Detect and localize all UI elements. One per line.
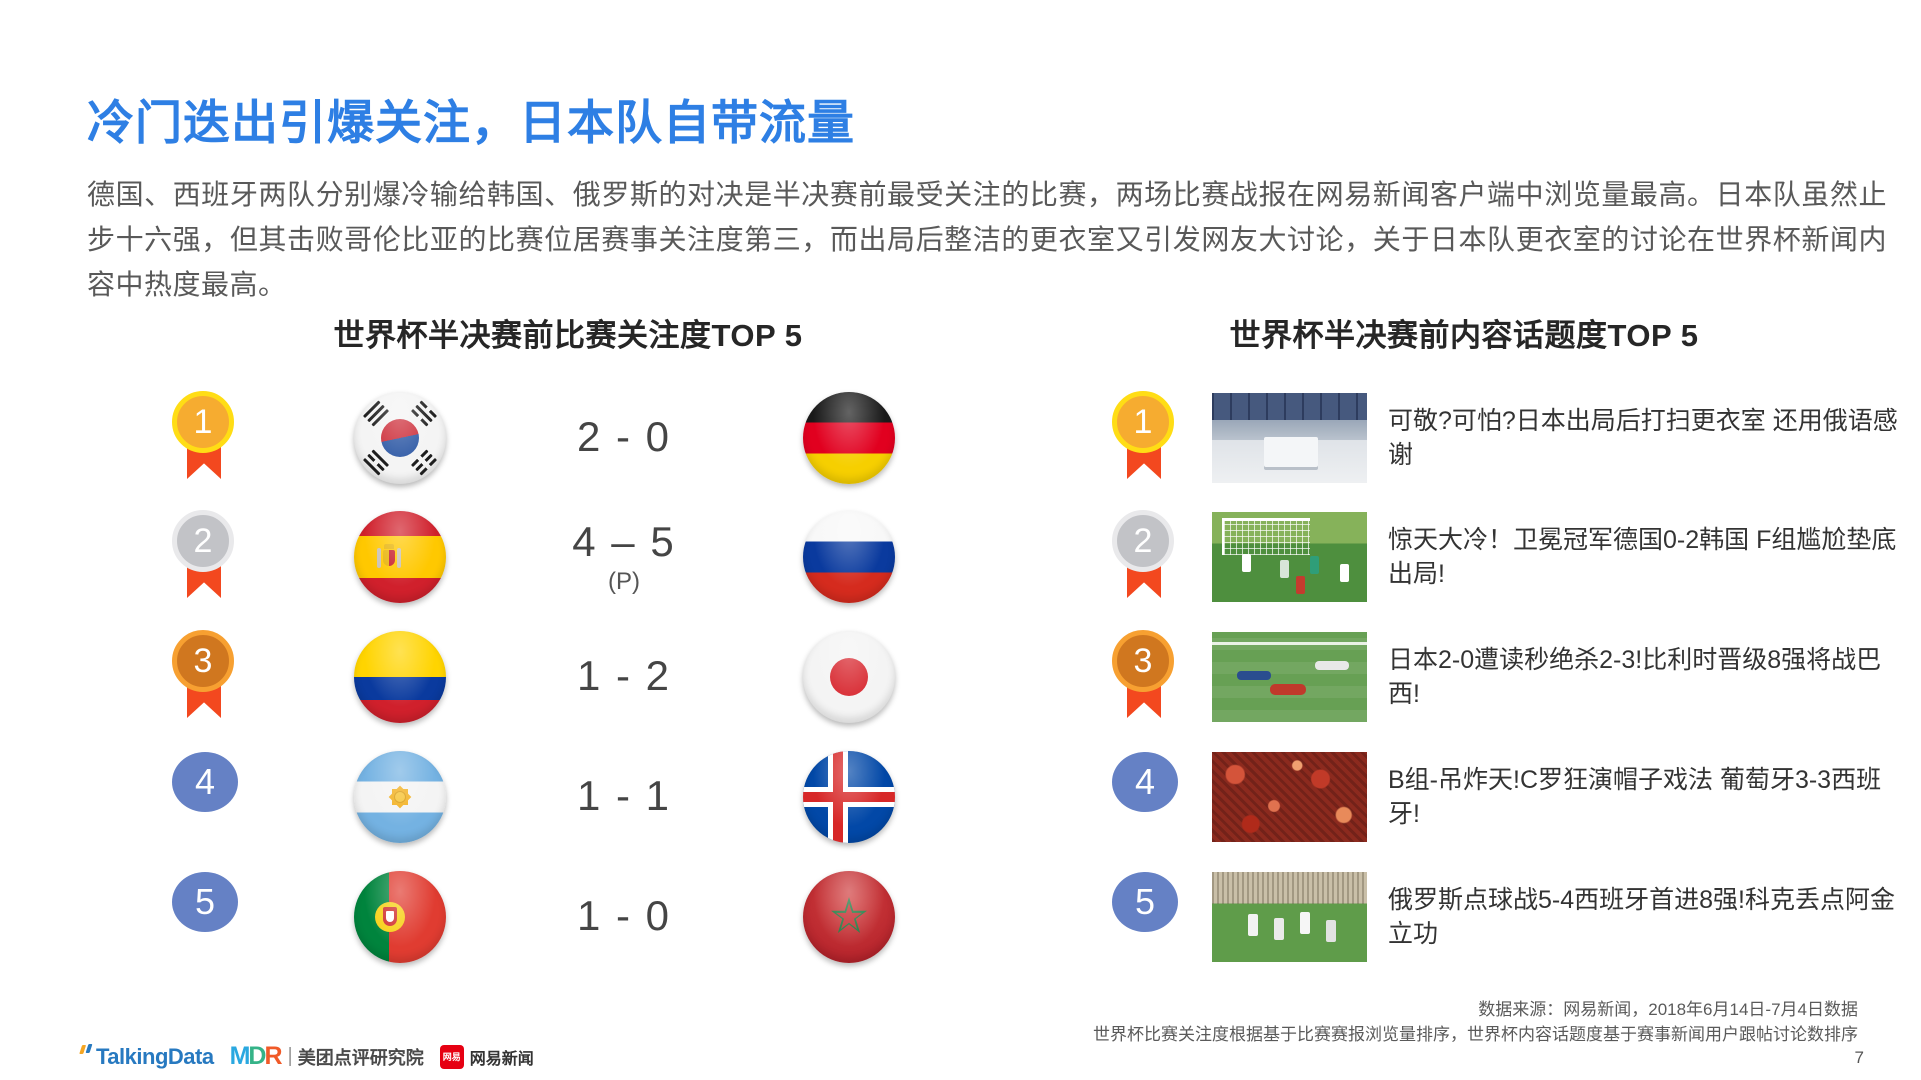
flag-colombia-icon [354, 631, 446, 723]
rank-2-medal-icon: 2 [172, 510, 240, 622]
rank-4-badge-icon: 4 [1112, 750, 1180, 862]
intro-paragraph: 德国、西班牙两队分别爆冷输给韩国、俄罗斯的对决是半决赛前最受关注的比赛，两场比赛… [87, 179, 1887, 300]
left-panel-header: 世界杯半决赛前比赛关注度TOP 5 [333, 318, 803, 353]
thumbnail-japan-belgium-match [1212, 632, 1367, 722]
flag-portugal-icon [354, 871, 446, 963]
rank-5-badge-icon: 5 [1112, 870, 1180, 982]
thumbnail-russia-spain-penalties [1212, 872, 1367, 962]
rank-number: 5 [172, 872, 238, 932]
flag-iceland-icon [803, 751, 895, 843]
rank-3-medal-icon: 3 [172, 630, 240, 742]
page-title: 冷门迭出引爆关注，日本队自带流量 [87, 96, 855, 149]
topic-row-1: 1 可敬?可怕?日本出局后打扫更衣室 还用俄语感谢 [0, 378, 1921, 498]
match-row-5: 5 1 - 0 [0, 857, 1921, 977]
flag-morocco-icon [803, 871, 895, 963]
talkingdata-tick-icon [85, 1043, 93, 1053]
rank-number: 5 [1112, 872, 1178, 932]
topic-row-5: 5 俄罗斯点球战5-4西班牙首进8强!科克丢点阿金立功 [0, 857, 1921, 977]
thumbnail-japan-locker-room [1212, 393, 1367, 483]
flag-germany-icon [803, 392, 895, 484]
match-row-2: 2 4 – 5 (P) [0, 497, 1921, 617]
methodology-note: 世界杯比赛关注度根据基于比赛赛报浏览量排序，世界杯内容话题度基于赛事新闻用户跟帖… [1093, 1025, 1858, 1044]
rank-number: 3 [172, 630, 234, 692]
netease-news-logo: 网易 网易新闻 [439, 1044, 534, 1069]
flag-russia-icon [803, 511, 895, 603]
rank-2-medal-icon: 2 [1112, 510, 1180, 622]
match-score: 1 - 0 [576, 892, 672, 939]
rank-3-medal-icon: 3 [1112, 630, 1180, 742]
topic-row-3: 3 日本2-0遭读秒绝杀2-3!比利时晋级8强将战巴西! [0, 617, 1921, 737]
flag-spain-icon [354, 511, 446, 603]
news-headline: B组-吊炸天!C罗狂演帽子戏法 葡萄牙3-3西班牙! [1388, 766, 1882, 828]
thumbnail-portugal-spain-fans [1212, 752, 1367, 842]
rank-number: 2 [1112, 510, 1174, 572]
flag-argentina-icon [354, 751, 446, 843]
rank-number: 4 [1112, 752, 1178, 812]
rank-number: 1 [172, 391, 234, 453]
match-score: 1 - 1 [576, 772, 672, 819]
talkingdata-logo: TalkingData [85, 1043, 214, 1070]
match-score: 2 - 0 [576, 413, 672, 460]
topic-row-4: 4 B组-吊炸天!C罗狂演帽子戏法 葡萄牙3-3西班牙! [0, 737, 1921, 857]
rank-number: 3 [1112, 630, 1174, 692]
match-row-3: 3 1 - 2 [0, 617, 1921, 737]
thumbnail-germany-korea-match [1212, 512, 1367, 602]
rank-number: 4 [172, 752, 238, 812]
rank-1-medal-icon: 1 [1112, 391, 1180, 503]
topic-row-2: 2 惊天大冷！卫冕冠军德国0-2韩国 F组尴尬垫底出局! [0, 497, 1921, 617]
rank-number: 1 [1112, 391, 1174, 453]
netease-badge-icon: 网易 [439, 1044, 464, 1069]
match-score: 4 – 5 (P) [572, 518, 676, 595]
flag-south-korea-icon [354, 392, 446, 484]
news-headline: 可敬?可怕?日本出局后打扫更衣室 还用俄语感谢 [1388, 407, 1898, 469]
right-panel-header: 世界杯半决赛前内容话题度TOP 5 [1229, 318, 1699, 353]
news-headline: 俄罗斯点球战5-4西班牙首进8强!科克丢点阿金立功 [1388, 886, 1895, 948]
match-row-1: 1 2 - 0 [0, 378, 1921, 498]
data-source-note: 数据来源：网易新闻，2018年6月14日-7月4日数据 [1478, 1000, 1858, 1019]
match-row-4: 4 1 - 1 [0, 737, 1921, 857]
page-number: 7 [1854, 1048, 1864, 1067]
rank-number: 2 [172, 510, 234, 572]
rank-1-medal-icon: 1 [172, 391, 240, 503]
news-headline: 惊天大冷！卫冕冠军德国0-2韩国 F组尴尬垫底出局! [1388, 526, 1897, 588]
rank-5-badge-icon: 5 [172, 870, 240, 982]
news-headline: 日本2-0遭读秒绝杀2-3!比利时晋级8强将战巴西! [1388, 646, 1882, 708]
match-score: 1 - 2 [576, 652, 672, 699]
flag-japan-icon [803, 631, 895, 723]
rank-4-badge-icon: 4 [172, 750, 240, 862]
